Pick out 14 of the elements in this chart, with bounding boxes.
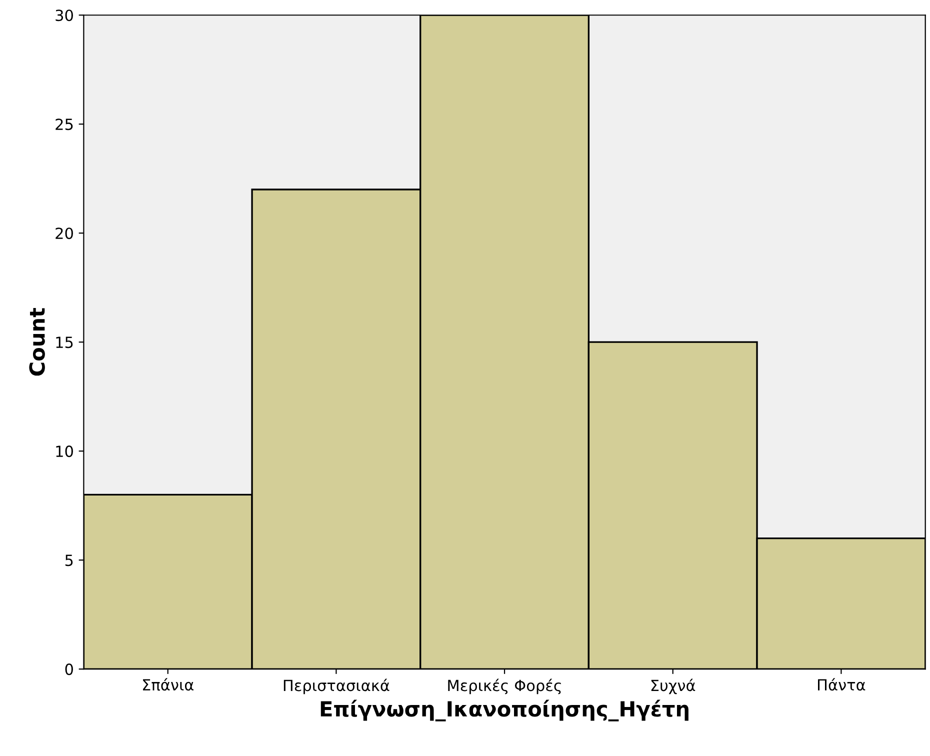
y-tick-label: 30 bbox=[56, 10, 73, 22]
y-tick-label: 5 bbox=[65, 554, 73, 566]
x-tick-label: Περιστασιακά bbox=[284, 678, 390, 694]
y-tick-label: 10 bbox=[56, 446, 73, 458]
x-tick-label: Πάντα bbox=[818, 678, 866, 691]
y-tick-label: 25 bbox=[56, 118, 73, 130]
x-tick-label: Συχνά bbox=[651, 678, 696, 694]
x-axis-title: Επίγνωση_Ικανοποίησης_Ηγέτη bbox=[320, 700, 688, 722]
y-axis-title: Count bbox=[29, 308, 45, 376]
x-tick-label: Σπάνια bbox=[143, 678, 194, 691]
y-tick-label: 15 bbox=[56, 336, 73, 348]
x-tick-label: Μερικές Φορές bbox=[448, 678, 561, 694]
y-tick-label: 20 bbox=[56, 228, 73, 240]
y-tick-label: 0 bbox=[65, 664, 73, 676]
